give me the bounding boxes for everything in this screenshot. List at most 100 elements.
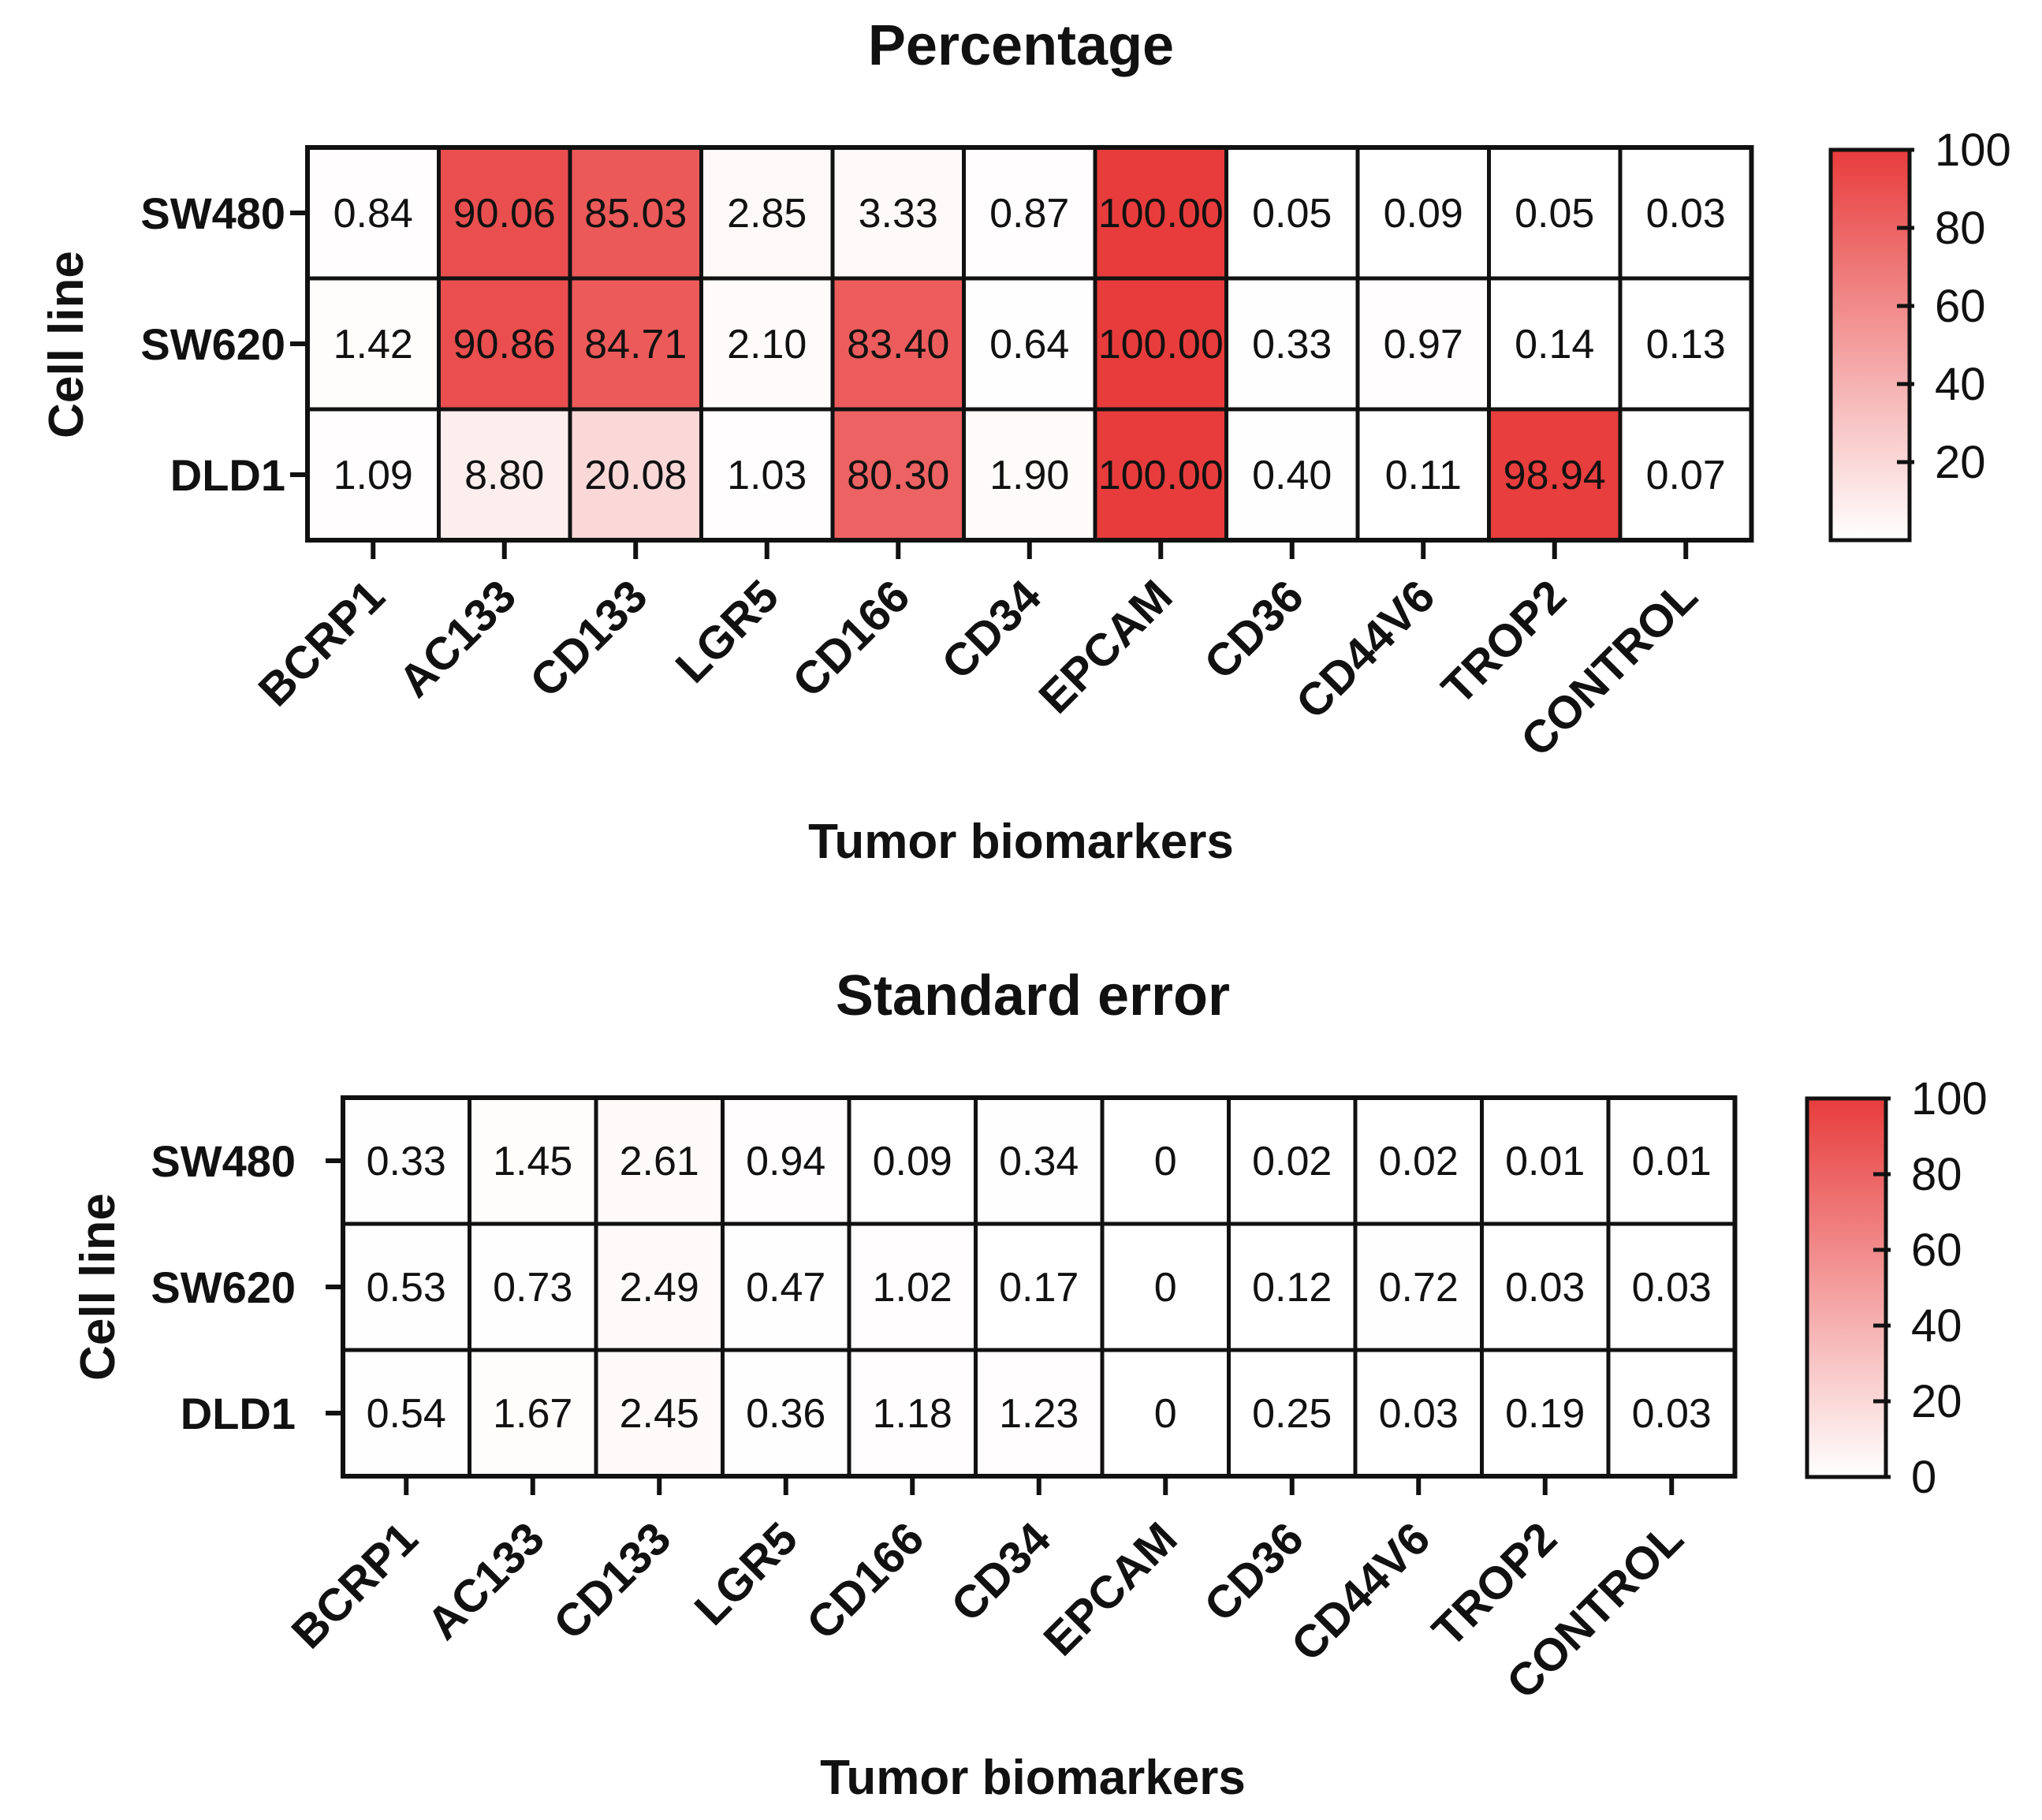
cell-value-label: 0.09 <box>873 1139 952 1184</box>
cell-value-label: 0.02 <box>1379 1139 1459 1184</box>
cell-value-label: 0.64 <box>989 322 1069 367</box>
cell-value-label: 0 <box>1154 1265 1177 1311</box>
colorbar-tick-label: 40 <box>1911 1300 1962 1352</box>
heatmap-cell-SW480-TROP2 <box>1487 145 1623 281</box>
cell-value-label: 0.03 <box>1632 1265 1712 1311</box>
cell-value-label: 0.40 <box>1252 453 1332 498</box>
cell-value-label: 1.09 <box>334 453 413 498</box>
chart-title: Standard error <box>836 964 1230 1027</box>
y-tick-label: DLD1 <box>170 450 285 500</box>
x-tick-label: CD36 <box>1194 1512 1314 1632</box>
heatmap-cell-SW480-CD34 <box>962 145 1097 281</box>
y-tick-label: SW620 <box>151 1262 296 1312</box>
cell-value-label: 0.14 <box>1515 322 1594 367</box>
y-tick-label: SW480 <box>140 188 285 238</box>
heatmap-cell-SW620-CD133 <box>568 276 703 412</box>
heatmap-cell-DLD1-TROP2 <box>1480 1348 1611 1479</box>
cell-value-label: 20.08 <box>584 453 687 498</box>
colorbar-tick-label: 0 <box>1911 1452 1936 1503</box>
heatmap-cell-SW480-CD36 <box>1224 145 1360 281</box>
cell-value-label: 0.84 <box>334 191 413 237</box>
heatmap-cell-DLD1-BCRP1 <box>305 407 441 543</box>
x-tick-label: AC133 <box>417 1512 554 1650</box>
cell-value-label: 0.94 <box>746 1139 825 1184</box>
heatmap-cell-SW480-TROP2 <box>1480 1095 1611 1226</box>
cell-value-label: 0.03 <box>1646 191 1726 237</box>
cell-value-label: 1.90 <box>989 453 1069 498</box>
heatmap-cell-DLD1-LGR5 <box>721 1348 851 1479</box>
y-tick-label: SW620 <box>140 319 285 369</box>
x-tick-label: CD34 <box>941 1512 1060 1632</box>
x-tick-label: EPCAM <box>1029 570 1182 723</box>
cell-value-label: 0.01 <box>1632 1139 1712 1184</box>
cell-value-label: 0.33 <box>367 1139 446 1184</box>
heatmap-panel-2: Standard error 0.33 1.45 2.61 0.94 0.09 0.34 0 0… <box>71 964 1988 1805</box>
cell-value-label: 85.03 <box>584 191 687 237</box>
cell-value-label: 0.01 <box>1505 1139 1585 1184</box>
x-tick-label: CD166 <box>783 570 920 707</box>
x-tick-label: AC133 <box>389 570 526 707</box>
cell-value-label: 2.85 <box>727 191 807 237</box>
colorbar <box>1805 1096 1888 1479</box>
heatmap-cell-SW620-CD34 <box>962 276 1097 412</box>
colorbar-tick-label: 60 <box>1935 281 1986 332</box>
x-tick-label: EPCAM <box>1034 1512 1187 1665</box>
cell-value-label: 0 <box>1154 1139 1177 1184</box>
cell-value-label: 2.61 <box>620 1139 699 1184</box>
cell-value-label: 0.03 <box>1505 1265 1585 1311</box>
chart-title: Percentage <box>868 14 1174 77</box>
cell-value-label: 1.45 <box>493 1139 572 1184</box>
cell-value-label: 84.71 <box>584 322 687 367</box>
colorbar-tick-label: 60 <box>1911 1225 1962 1276</box>
heatmap-cell-DLD1-AC133 <box>468 1348 598 1479</box>
cell-value-label: 0.87 <box>989 191 1069 237</box>
cell-value-label: 1.18 <box>873 1391 952 1437</box>
cell-value-label: 3.33 <box>859 191 938 237</box>
cell-value-label: 0.05 <box>1515 191 1594 237</box>
heatmap-cell-SW480-AC133 <box>437 145 572 281</box>
cell-value-label: 0.73 <box>493 1265 572 1311</box>
y-axis-label: Cell line <box>71 1193 125 1381</box>
cell-value-label: 0.33 <box>1252 322 1332 367</box>
x-tick-label: CD166 <box>797 1512 934 1650</box>
cell-value-label: 0.36 <box>746 1391 825 1437</box>
cell-value-label: 0.12 <box>1252 1265 1332 1311</box>
heatmap-cell-SW620-CD133 <box>594 1221 725 1352</box>
colorbar-tick-label: 100 <box>1935 125 2011 176</box>
y-tick-label: DLD1 <box>181 1389 296 1438</box>
cell-value-label: 83.40 <box>847 322 949 367</box>
heatmap-cell-SW620-CD166 <box>847 1221 978 1352</box>
cell-value-label: 0.72 <box>1379 1265 1459 1311</box>
heatmap-cell-SW620-CD36 <box>1224 276 1360 412</box>
colorbar <box>1828 147 1912 543</box>
y-axis-label: Cell line <box>39 251 94 438</box>
cell-value-label: 8.80 <box>464 453 544 498</box>
cell-value-label: 0.17 <box>999 1265 1079 1311</box>
cell-value-label: 0.54 <box>367 1391 446 1437</box>
heatmap-cell-SW620-CD44V6 <box>1355 276 1491 412</box>
cell-value-label: 0.07 <box>1646 453 1726 498</box>
colorbar-tick-label: 80 <box>1911 1149 1962 1200</box>
heatmap-cell-DLD1-BCRP1 <box>341 1348 471 1479</box>
heatmap-cell-SW620-TROP2 <box>1487 276 1623 412</box>
cell-value-label: 0.47 <box>746 1265 825 1311</box>
x-axis-label: Tumor biomarkers <box>820 1751 1246 1805</box>
x-axis-label: Tumor biomarkers <box>808 815 1234 869</box>
heatmap-cell-SW620-CONTROL <box>1618 276 1753 412</box>
cell-value-label: 2.49 <box>620 1265 699 1311</box>
cell-value-label: 0 <box>1154 1391 1177 1437</box>
cell-value-label: 0.53 <box>367 1265 446 1311</box>
heatmap-panel-1: Percentage 0.84 90.06 85.03 2.85 3.33 0.87 100.… <box>39 14 2011 869</box>
cell-value-label: 0.13 <box>1646 322 1726 367</box>
cell-value-label: 90.06 <box>453 191 556 237</box>
cell-value-label: 0.09 <box>1384 191 1463 237</box>
colorbar-tick-label: 20 <box>1911 1376 1962 1427</box>
cell-value-label: 100.00 <box>1098 453 1224 498</box>
heatmap-cell-DLD1-EPCAM <box>1100 1348 1231 1479</box>
x-tick-label: CD36 <box>1194 570 1314 689</box>
y-tick-label: SW480 <box>151 1136 296 1186</box>
cell-value-label: 2.45 <box>620 1391 699 1437</box>
x-tick-label: CD133 <box>520 570 658 707</box>
